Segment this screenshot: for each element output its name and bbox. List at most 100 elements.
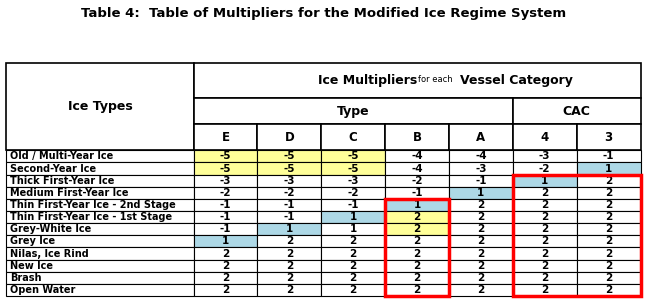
FancyBboxPatch shape	[321, 272, 385, 284]
Text: 2: 2	[541, 273, 549, 283]
FancyBboxPatch shape	[576, 260, 641, 272]
Text: Brash: Brash	[10, 273, 41, 283]
FancyBboxPatch shape	[6, 187, 193, 199]
FancyBboxPatch shape	[6, 199, 193, 211]
FancyBboxPatch shape	[385, 284, 449, 296]
FancyBboxPatch shape	[6, 272, 193, 284]
FancyBboxPatch shape	[449, 162, 513, 175]
Text: Table 4:  Table of Multipliers for the Modified Ice Regime System: Table 4: Table of Multipliers for the Mo…	[81, 7, 566, 20]
FancyBboxPatch shape	[193, 199, 258, 211]
Text: 1: 1	[605, 164, 612, 173]
Text: Medium First-Year Ice: Medium First-Year Ice	[10, 188, 128, 198]
FancyBboxPatch shape	[193, 223, 258, 235]
FancyBboxPatch shape	[513, 284, 576, 296]
Text: Ice Types: Ice Types	[68, 100, 133, 113]
Text: 2: 2	[413, 261, 421, 271]
FancyBboxPatch shape	[6, 211, 193, 223]
FancyBboxPatch shape	[576, 150, 641, 162]
FancyBboxPatch shape	[513, 187, 576, 199]
Text: 2: 2	[286, 285, 293, 295]
FancyBboxPatch shape	[258, 124, 321, 150]
FancyBboxPatch shape	[449, 223, 513, 235]
FancyBboxPatch shape	[193, 162, 258, 175]
Text: Nilas, Ice Rind: Nilas, Ice Rind	[10, 248, 89, 259]
FancyBboxPatch shape	[258, 248, 321, 260]
Text: 2: 2	[541, 237, 549, 246]
Text: 2: 2	[222, 273, 229, 283]
FancyBboxPatch shape	[6, 63, 193, 150]
Text: Thick First-Year Ice: Thick First-Year Ice	[10, 176, 114, 186]
FancyBboxPatch shape	[576, 248, 641, 260]
FancyBboxPatch shape	[258, 162, 321, 175]
FancyBboxPatch shape	[385, 223, 449, 235]
Text: 2: 2	[477, 273, 485, 283]
FancyBboxPatch shape	[321, 211, 385, 223]
Text: -5: -5	[283, 151, 295, 161]
Text: 2: 2	[541, 212, 549, 222]
FancyBboxPatch shape	[385, 235, 449, 248]
FancyBboxPatch shape	[449, 175, 513, 187]
FancyBboxPatch shape	[385, 175, 449, 187]
Text: 1: 1	[349, 224, 356, 234]
Text: 2: 2	[477, 285, 485, 295]
FancyBboxPatch shape	[385, 124, 449, 150]
FancyBboxPatch shape	[576, 235, 641, 248]
FancyBboxPatch shape	[193, 150, 258, 162]
FancyBboxPatch shape	[6, 235, 193, 248]
FancyBboxPatch shape	[576, 175, 641, 187]
FancyBboxPatch shape	[6, 223, 193, 235]
Text: -1: -1	[475, 176, 487, 186]
FancyBboxPatch shape	[513, 248, 576, 260]
Text: 2: 2	[477, 224, 485, 234]
FancyBboxPatch shape	[385, 211, 449, 223]
Text: Open Water: Open Water	[10, 285, 75, 295]
FancyBboxPatch shape	[576, 162, 641, 175]
FancyBboxPatch shape	[321, 162, 385, 175]
Text: 1: 1	[541, 176, 549, 186]
FancyBboxPatch shape	[193, 211, 258, 223]
Text: 2: 2	[541, 224, 549, 234]
Text: 3: 3	[604, 131, 613, 144]
FancyBboxPatch shape	[576, 124, 641, 150]
FancyBboxPatch shape	[385, 162, 449, 175]
Text: 2: 2	[541, 285, 549, 295]
FancyBboxPatch shape	[576, 211, 641, 223]
FancyBboxPatch shape	[513, 211, 576, 223]
Text: 2: 2	[286, 248, 293, 259]
Text: 2: 2	[413, 273, 421, 283]
Text: 2: 2	[605, 237, 612, 246]
Text: 2: 2	[605, 176, 612, 186]
Text: -4: -4	[411, 151, 423, 161]
FancyBboxPatch shape	[449, 187, 513, 199]
Text: 2: 2	[605, 285, 612, 295]
Text: -3: -3	[475, 164, 487, 173]
Text: -2: -2	[283, 188, 295, 198]
FancyBboxPatch shape	[513, 124, 576, 150]
Text: 2: 2	[286, 273, 293, 283]
Text: Grey-White Ice: Grey-White Ice	[10, 224, 91, 234]
FancyBboxPatch shape	[449, 150, 513, 162]
FancyBboxPatch shape	[385, 199, 449, 211]
Text: 1: 1	[477, 188, 485, 198]
Text: -1: -1	[283, 212, 295, 222]
Text: 2: 2	[349, 273, 356, 283]
FancyBboxPatch shape	[513, 98, 641, 124]
FancyBboxPatch shape	[193, 260, 258, 272]
FancyBboxPatch shape	[193, 124, 258, 150]
Text: -2: -2	[347, 188, 359, 198]
Text: A: A	[476, 131, 485, 144]
Text: -5: -5	[347, 151, 359, 161]
Text: -1: -1	[603, 151, 615, 161]
Text: -2: -2	[411, 176, 422, 186]
FancyBboxPatch shape	[321, 223, 385, 235]
Text: 2: 2	[541, 200, 549, 210]
Text: 2: 2	[605, 273, 612, 283]
Text: 2: 2	[349, 237, 356, 246]
FancyBboxPatch shape	[385, 187, 449, 199]
Text: CAC: CAC	[563, 105, 591, 118]
Text: 1: 1	[286, 224, 293, 234]
Text: Old / Multi-Year Ice: Old / Multi-Year Ice	[10, 151, 113, 161]
Text: Second-Year Ice: Second-Year Ice	[10, 164, 96, 173]
Text: 2: 2	[477, 200, 485, 210]
Text: -1: -1	[347, 200, 359, 210]
